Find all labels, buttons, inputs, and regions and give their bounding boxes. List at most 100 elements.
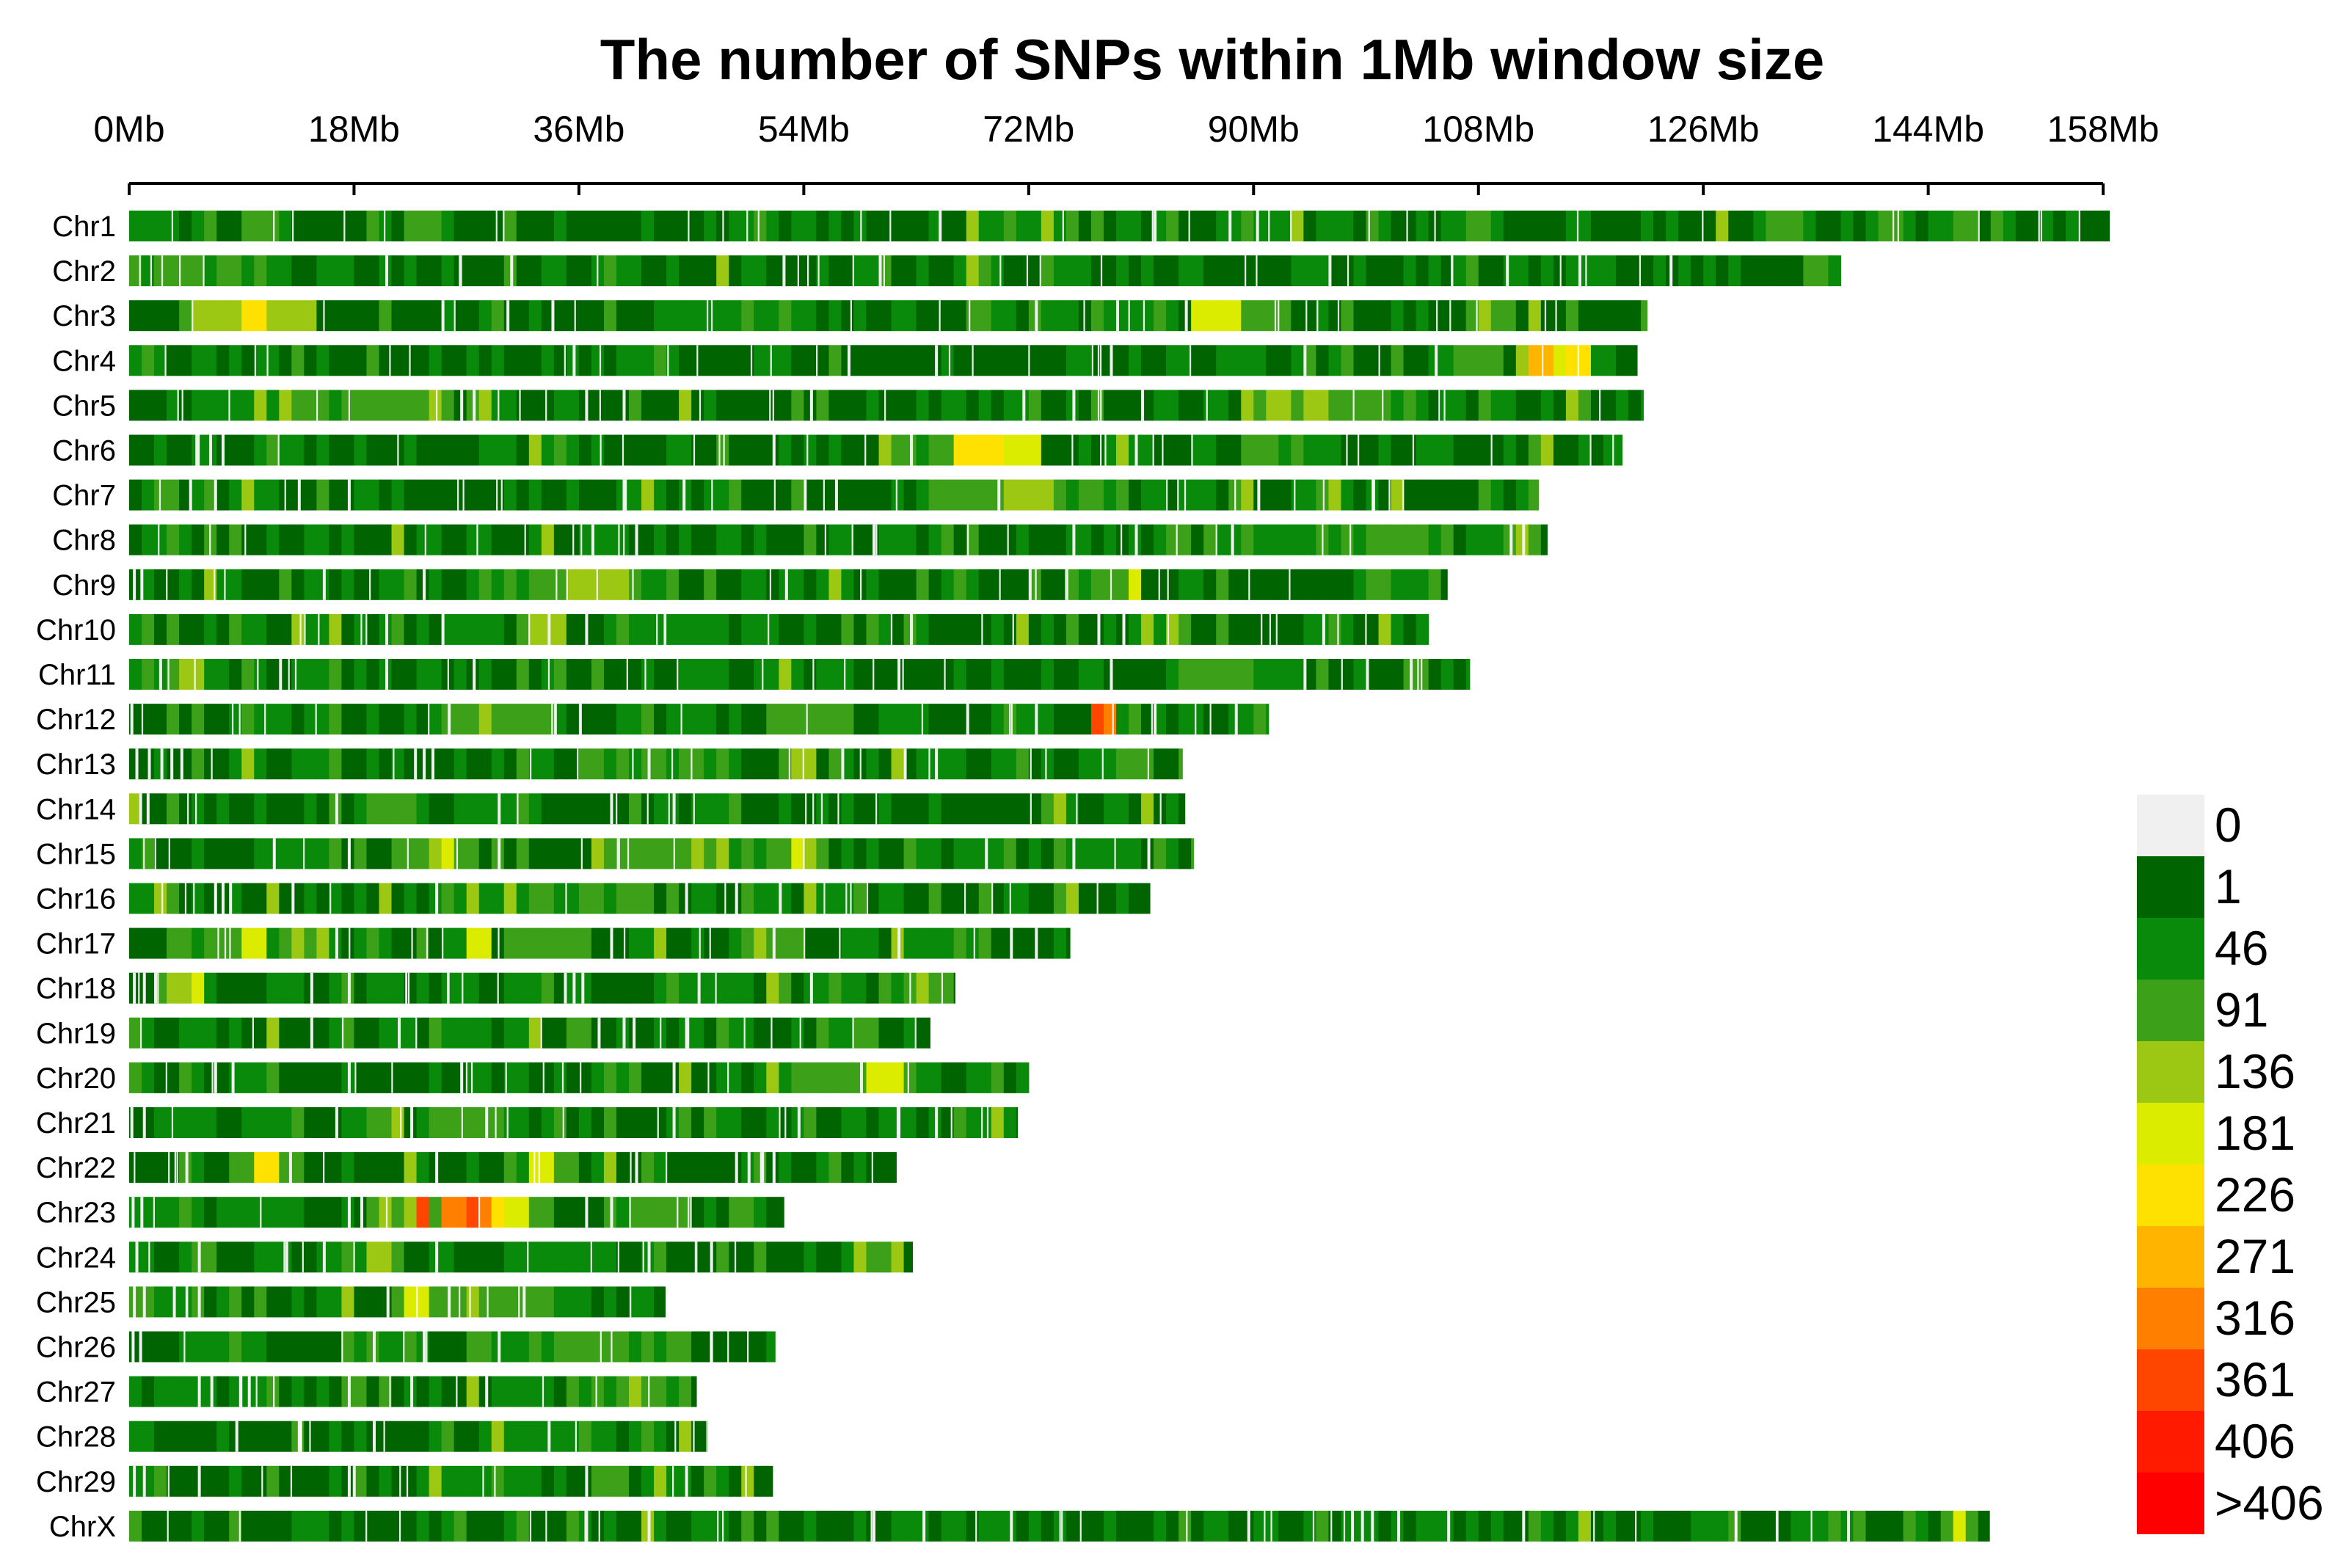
snp-gap-bin (672, 1062, 676, 1093)
snp-window-bin (404, 748, 418, 780)
snp-window-bin (816, 479, 830, 511)
snp-window-bin (2090, 211, 2104, 241)
snp-window-bin (142, 704, 155, 735)
snp-window-bin (616, 1062, 630, 1093)
snp-window-bin (216, 1062, 230, 1093)
snp-window-bin (478, 1241, 492, 1273)
snp-window-bin (953, 1062, 967, 1093)
snp-window-bin (866, 345, 880, 376)
snp-window-bin (704, 569, 717, 600)
snp-window-bin (578, 434, 592, 466)
snp-window-bin (1778, 211, 1791, 241)
snp-window-bin (204, 1197, 217, 1228)
snp-window-bin (666, 927, 680, 959)
snp-window-bin (1515, 255, 1529, 287)
snp-window-bin (629, 704, 642, 735)
chromosome-label: Chr28 (36, 1421, 116, 1454)
snp-window-bin (891, 1241, 905, 1273)
snp-window-bin (179, 704, 192, 735)
snp-gap-line (555, 569, 558, 600)
snp-window-bin (616, 255, 630, 287)
snp-window-bin (603, 1510, 617, 1542)
snp-window-bin (804, 211, 817, 241)
snp-window-bin (666, 255, 680, 287)
snp-gap-line (341, 1331, 343, 1363)
snp-window-bin (453, 1376, 467, 1407)
snp-gap-line (788, 748, 790, 780)
snp-window-bin (1216, 479, 1229, 511)
snp-window-bin (1416, 300, 1429, 332)
snp-window-bin (704, 479, 717, 511)
snp-window-bin (629, 434, 642, 466)
snp-window-bin (503, 704, 517, 735)
snp-window-bin (853, 434, 867, 466)
snp-window-bin (1216, 345, 1229, 376)
snp-gap-line (426, 1331, 428, 1363)
snp-gap-line (1026, 255, 1029, 287)
snp-gap-line (618, 838, 620, 869)
snp-window-bin (341, 748, 355, 780)
legend-swatch (2137, 856, 2204, 918)
snp-gap-line (348, 838, 350, 869)
snp-window-bin (491, 1241, 505, 1273)
snp-window-bin (766, 1331, 776, 1363)
snp-window-bin (1116, 838, 1129, 869)
snp-gap-bin (1231, 524, 1234, 555)
snp-gap-line (718, 434, 721, 466)
snp-window-bin (1965, 211, 1979, 241)
snp-window-bin (516, 1510, 530, 1542)
snp-window-bin (779, 390, 792, 421)
snp-gap-bin (772, 927, 776, 959)
snp-gap-bin (441, 300, 445, 332)
snp-window-bin (1116, 300, 1129, 332)
snp-gap-bin (610, 927, 613, 959)
snp-window-bin (866, 300, 880, 332)
snp-window-bin (1328, 345, 1342, 376)
snp-window-bin (1728, 255, 1741, 287)
snp-window-bin (729, 1465, 742, 1497)
snp-gap-bin (897, 659, 901, 690)
snp-window-bin (1278, 613, 1292, 645)
snp-window-bin (1191, 838, 1195, 869)
snp-window-bin (1391, 613, 1405, 645)
snp-window-bin (192, 569, 205, 600)
snp-gap-bin (797, 1107, 801, 1138)
snp-window-bin (304, 1465, 317, 1497)
snp-window-bin (1403, 434, 1417, 466)
snp-window-bin (754, 434, 767, 466)
snp-window-bin (503, 927, 517, 959)
snp-window-bin (441, 300, 455, 332)
snp-window-bin (866, 434, 880, 466)
snp-window-bin (404, 1286, 418, 1318)
snp-window-bin (729, 1107, 742, 1138)
snp-window-bin (566, 255, 580, 287)
snp-window-bin (341, 613, 355, 645)
snp-window-bin (366, 390, 380, 421)
snp-gap-bin (610, 793, 613, 825)
snp-gap-bin (142, 972, 146, 1004)
snp-window-bin (1865, 211, 1879, 241)
snp-window-bin (366, 1376, 380, 1407)
snp-window-bin (179, 793, 192, 825)
snp-window-bin (891, 345, 905, 376)
snp-window-bin (254, 300, 267, 332)
snp-window-bin (991, 659, 1005, 690)
snp-window-bin (179, 255, 192, 287)
snp-window-bin (666, 1510, 680, 1542)
snp-window-bin (142, 1152, 155, 1184)
snp-window-bin (1154, 748, 1167, 780)
snp-window-bin (791, 1510, 804, 1542)
snp-window-bin (391, 659, 405, 690)
snp-window-bin (167, 390, 180, 421)
snp-window-bin (366, 748, 380, 780)
snp-window-bin (192, 748, 205, 780)
snp-window-bin (654, 1510, 667, 1542)
snp-window-bin (129, 479, 142, 511)
snp-gap-line (1777, 1510, 1779, 1542)
snp-window-bin (816, 1062, 830, 1093)
snp-window-bin (641, 1421, 655, 1452)
snp-window-bin (1028, 255, 1042, 287)
snp-window-bin (429, 1197, 442, 1228)
snp-gap-bin (221, 883, 225, 914)
snp-window-bin (291, 1017, 305, 1049)
